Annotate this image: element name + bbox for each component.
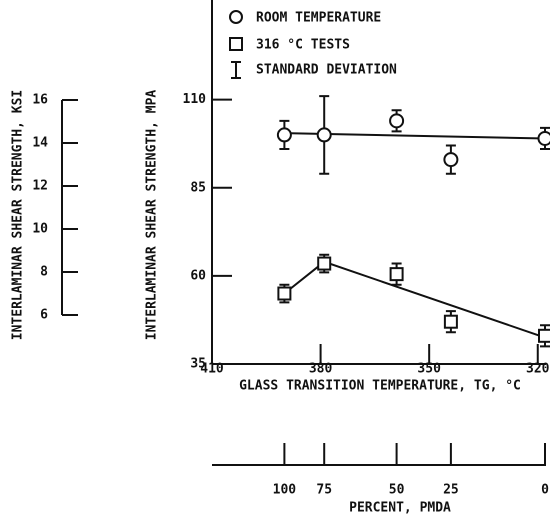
point bbox=[443, 152, 459, 168]
percent-axis-label: PERCENT, PMDA bbox=[349, 501, 451, 516]
ksi-tick-label: 6 bbox=[40, 308, 48, 323]
ksi-axis-label: INTERLAMINAR SHEAR STRENGTH, KSI bbox=[11, 90, 26, 340]
point bbox=[537, 130, 550, 146]
y-axis-label: INTERLAMINAR SHEAR STRENGTH, MPA bbox=[145, 90, 160, 341]
point bbox=[443, 314, 458, 329]
legend-square bbox=[229, 37, 243, 51]
legend-errorbar bbox=[231, 61, 241, 79]
point bbox=[316, 127, 332, 143]
x-tick-label: 350 bbox=[417, 362, 441, 377]
y-tick-label: 85 bbox=[190, 180, 206, 195]
legend-label: ROOM TEMPERATURE bbox=[256, 11, 381, 26]
x-tick-label: 320 bbox=[526, 362, 550, 377]
percent-tick-label: 25 bbox=[443, 483, 459, 498]
percent-tick-label: 50 bbox=[389, 483, 405, 498]
percent-tick-label: 0 bbox=[541, 483, 549, 498]
point bbox=[317, 256, 332, 271]
point bbox=[277, 286, 292, 301]
percent-tick-label: 75 bbox=[316, 483, 332, 498]
y-tick-label: 60 bbox=[190, 268, 206, 283]
legend-label: 316 °C TESTS bbox=[256, 38, 350, 53]
point bbox=[276, 127, 292, 143]
ksi-tick-label: 14 bbox=[32, 136, 48, 151]
ksi-tick-label: 10 bbox=[32, 222, 48, 237]
point bbox=[389, 113, 405, 129]
x-tick-label: 380 bbox=[309, 362, 333, 377]
x-tick-label: 410 bbox=[200, 362, 224, 377]
y-tick-label: 35 bbox=[190, 357, 206, 372]
legend-circle bbox=[229, 10, 243, 24]
x-axis-label: GLASS TRANSITION TEMPERATURE, TG, °C bbox=[239, 379, 521, 394]
legend-label: STANDARD DEVIATION bbox=[256, 63, 397, 78]
ksi-tick-label: 16 bbox=[32, 93, 48, 108]
point bbox=[389, 267, 404, 282]
point bbox=[538, 328, 550, 343]
percent-tick-label: 100 bbox=[273, 483, 297, 498]
y-tick-label: 110 bbox=[183, 92, 207, 107]
ksi-tick-label: 12 bbox=[32, 179, 48, 194]
ksi-tick-label: 8 bbox=[40, 265, 48, 280]
